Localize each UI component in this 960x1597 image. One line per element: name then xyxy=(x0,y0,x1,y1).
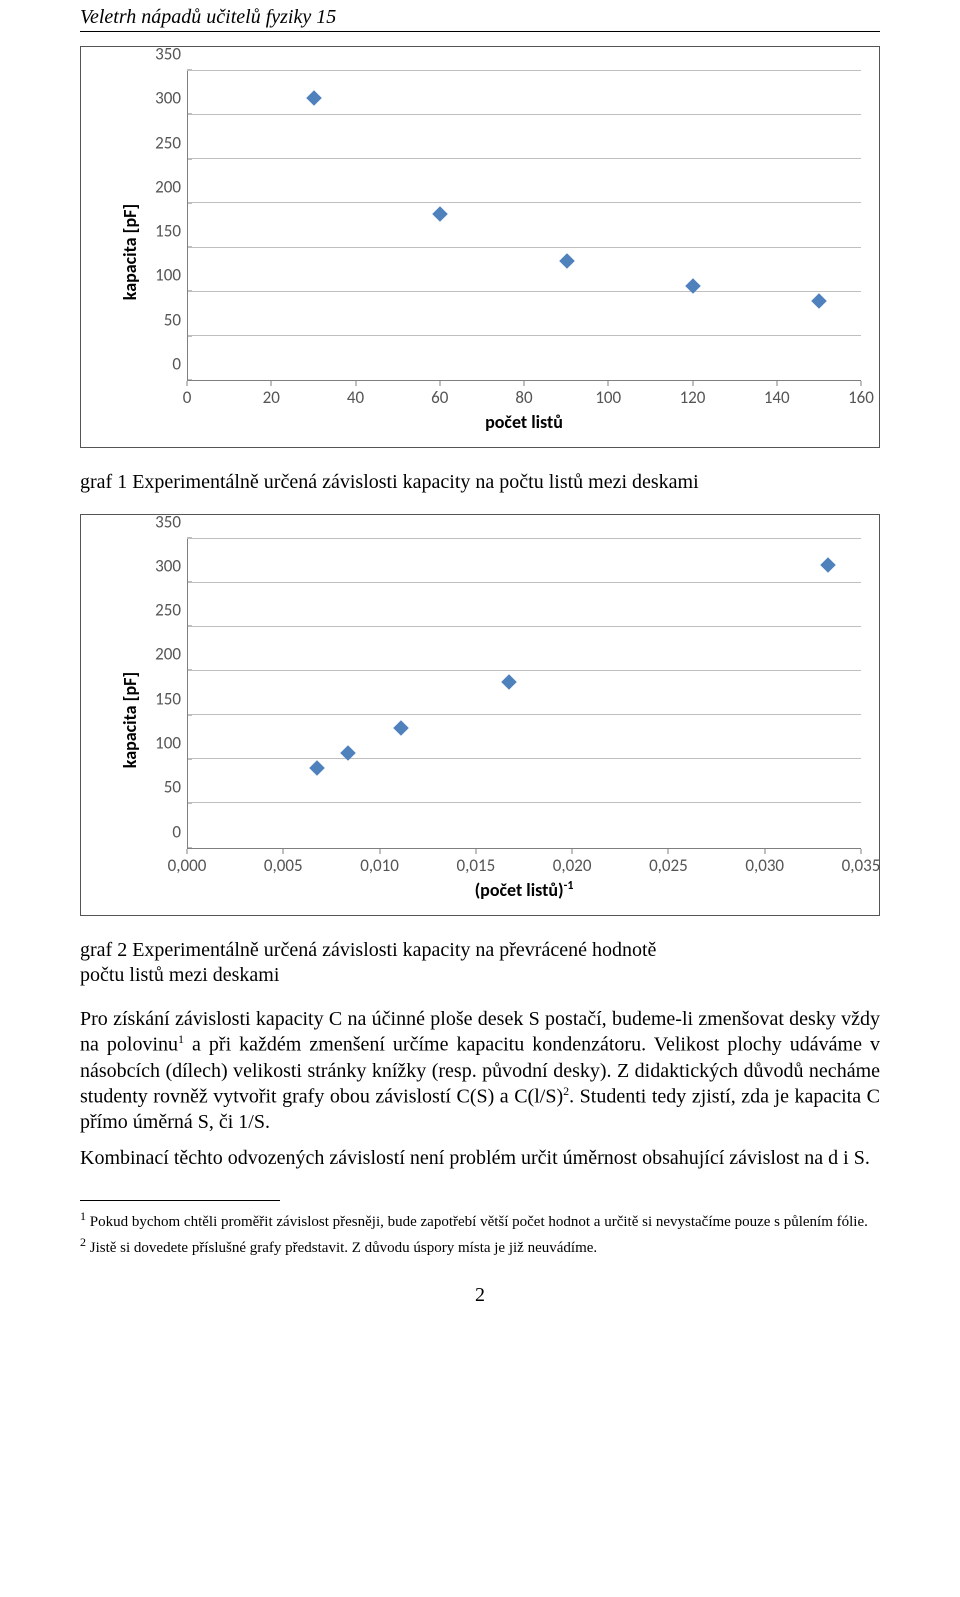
running-header: Veletrh nápadů učitelů fyziky 15 xyxy=(80,0,880,31)
footnote-2: 2 Jistě si dovedete příslušné grafy před… xyxy=(80,1235,880,1258)
ytick-label: 300 xyxy=(155,557,181,574)
gridline xyxy=(188,670,861,671)
xtick-mark xyxy=(187,849,188,854)
xtick-mark xyxy=(271,381,272,386)
xtick-mark xyxy=(572,849,573,854)
xtick-label: 0,015 xyxy=(456,857,495,874)
gridline xyxy=(188,714,861,715)
ytick-label: 50 xyxy=(164,779,181,796)
chart-2: kapacita [pF] 0 50 100 150 200 250 300 350 0,00… xyxy=(80,514,880,916)
ytick-label: 100 xyxy=(155,735,181,752)
data-point xyxy=(501,674,517,690)
chart-1-plotarea xyxy=(187,71,861,381)
xtick-label: 0,020 xyxy=(553,857,592,874)
xtick-label: 40 xyxy=(347,389,364,406)
paragraph-2: Kombinací těchto odvozených závislostí n… xyxy=(80,1146,880,1172)
data-point xyxy=(559,253,575,269)
header-rule xyxy=(80,31,880,32)
paragraph-1: Pro získání závislosti kapacity C na úči… xyxy=(80,1007,880,1136)
gridline xyxy=(188,538,861,539)
xtick-label: 0,000 xyxy=(168,857,207,874)
gridline xyxy=(188,802,861,803)
xtick-mark xyxy=(439,381,440,386)
xtick-mark xyxy=(692,381,693,386)
gridline xyxy=(188,70,861,71)
xtick-mark xyxy=(355,381,356,386)
data-point xyxy=(306,90,322,106)
chart-1-ylabel: kapacita [pF] xyxy=(119,204,141,300)
xtick-label: 0,010 xyxy=(360,857,399,874)
gridline xyxy=(188,335,861,336)
chart-1-yaxis: 050100150200250300350 xyxy=(145,71,187,381)
xtick-mark xyxy=(776,381,777,386)
xtick-label: 100 xyxy=(595,389,621,406)
ytick-label: 350 xyxy=(155,46,181,63)
xtick-mark xyxy=(283,849,284,854)
ytick-label: 100 xyxy=(155,267,181,284)
xtick-mark xyxy=(668,849,669,854)
caption-2-line1: graf 2 Experimentálně určená závislosti … xyxy=(80,939,656,961)
chart-2-plotarea xyxy=(187,539,861,849)
chart-2-xlabel: (počet listů)-1 xyxy=(187,879,861,901)
xtick-label: 0,025 xyxy=(649,857,688,874)
xtick-label: 0,035 xyxy=(842,857,881,874)
footnote-1: 1 Pokud bychom chtěli proměřit závislost… xyxy=(80,1209,880,1232)
gridline xyxy=(188,114,861,115)
caption-2: graf 2 Experimentálně určená závislosti … xyxy=(80,938,880,989)
xtick-mark xyxy=(608,381,609,386)
chart-2-yaxis: 050100150200250300350 xyxy=(145,539,187,849)
xtick-mark xyxy=(861,381,862,386)
gridline xyxy=(188,247,861,248)
xtick-mark xyxy=(861,849,862,854)
xtick-label: 0,005 xyxy=(264,857,303,874)
xtick-label: 60 xyxy=(431,389,448,406)
xtick-mark xyxy=(764,849,765,854)
data-point xyxy=(309,760,325,776)
xtick-label: 140 xyxy=(764,389,790,406)
ytick-label: 200 xyxy=(155,646,181,663)
caption-2-line2: počtu listů mezi deskami xyxy=(80,964,279,986)
xtick-label: 0,030 xyxy=(745,857,784,874)
gridline xyxy=(188,626,861,627)
ytick-label: 200 xyxy=(155,178,181,195)
xtick-label: 0 xyxy=(183,389,192,406)
ytick-label: 0 xyxy=(172,823,181,840)
chart-2-ylabel: kapacita [pF] xyxy=(119,671,141,767)
ytick-label: 0 xyxy=(172,356,181,373)
xtick-label: 20 xyxy=(263,389,280,406)
gridline xyxy=(188,758,861,759)
gridline xyxy=(188,158,861,159)
xtick-label: 160 xyxy=(848,389,874,406)
chart-1-xaxis: 020406080100120140160 xyxy=(187,381,861,409)
data-point xyxy=(811,293,827,309)
ytick-label: 250 xyxy=(155,134,181,151)
ytick-label: 50 xyxy=(164,311,181,328)
data-point xyxy=(821,557,837,573)
footnote-rule xyxy=(80,1200,280,1201)
ytick-label: 150 xyxy=(155,690,181,707)
chart-2-xaxis: 0,0000,0050,0100,0150,0200,0250,0300,035 xyxy=(187,849,861,877)
xtick-mark xyxy=(524,381,525,386)
caption-1: graf 1 Experimentálně určená závislosti … xyxy=(80,470,880,496)
xtick-label: 80 xyxy=(515,389,532,406)
xtick-mark xyxy=(379,849,380,854)
data-point xyxy=(394,721,410,737)
ytick-label: 300 xyxy=(155,90,181,107)
ytick-label: 350 xyxy=(155,513,181,530)
ytick-label: 150 xyxy=(155,223,181,240)
gridline xyxy=(188,582,861,583)
xtick-label: 120 xyxy=(680,389,706,406)
data-point xyxy=(433,206,449,222)
gridline xyxy=(188,291,861,292)
ytick-label: 250 xyxy=(155,602,181,619)
chart-1: kapacita [pF] 0 50 100 150 200 250 300 350 0 20 4… xyxy=(80,46,880,448)
gridline xyxy=(188,202,861,203)
xtick-mark xyxy=(187,381,188,386)
xtick-mark xyxy=(475,849,476,854)
page-number: 2 xyxy=(80,1284,880,1307)
chart-1-xlabel: počet listů xyxy=(187,411,861,433)
